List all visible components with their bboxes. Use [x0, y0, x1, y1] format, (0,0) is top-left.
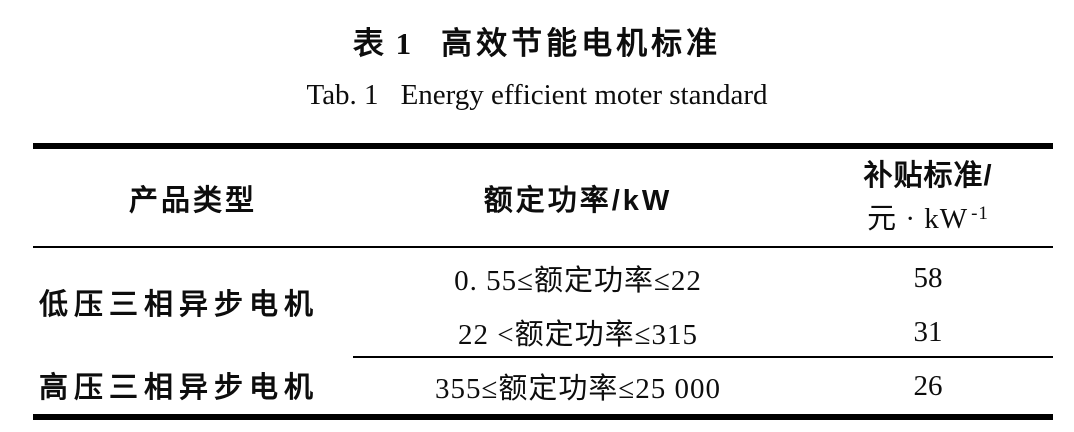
table-title-en: Tab. 1 Energy efficient moter standard	[307, 79, 768, 112]
subsidy-header-unit: 元 · kW -1	[867, 198, 989, 240]
subsidy-unit-base: 元 · kW	[867, 202, 969, 235]
table-title-en-text: Energy efficient moter standard	[400, 79, 768, 111]
subsidy-header-line1: 补贴标准/	[863, 160, 993, 193]
column-header-rated-power: 额定功率/kW	[353, 149, 803, 248]
subsidy-value-cell: 31	[913, 315, 943, 348]
table-caption-block: 表 1 高效节能电机标准 Tab. 1 Energy efficient mot…	[0, 0, 1074, 143]
table-number-en: Tab. 1	[306, 79, 379, 111]
table-title-zh-text: 高效节能电机标准	[441, 26, 722, 61]
table-row-product-low-voltage: 低压三相异步电机	[39, 289, 320, 321]
subsidy-unit-exponent: -1	[971, 202, 989, 224]
power-range-cell: 0. 55≤额定功率≤22	[454, 265, 702, 297]
power-range-cell: 22 <额定功率≤315	[457, 319, 699, 351]
table-row-product-high-voltage: 高压三相异步电机	[39, 372, 320, 404]
data-table: 产品类型 额定功率/kW 补贴标准/ 元 · kW -1 低压三相异步电机 0. …	[33, 143, 1053, 420]
power-range-cell: 355≤额定功率≤25 000	[353, 356, 803, 414]
table-number-zh: 表 1	[352, 26, 414, 61]
column-header-subsidy-standard: 补贴标准/ 元 · kW -1	[803, 149, 1053, 248]
column-header-product-type: 产品类型	[33, 149, 353, 248]
table-title-zh: 表 1 高效节能电机标准	[353, 18, 721, 63]
subsidy-value-cell: 58	[913, 261, 943, 294]
subsidy-value-cell: 26	[803, 356, 1053, 414]
